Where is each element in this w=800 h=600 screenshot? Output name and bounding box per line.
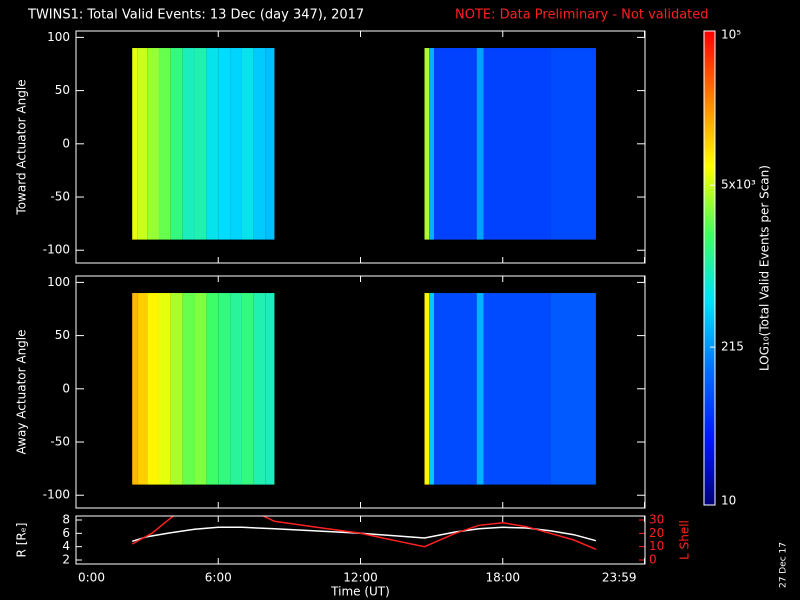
colorbar-label: LOG₁₀(Total Valid Events per Scan) [758,165,772,371]
colorbar-tick-label: 215 [721,340,744,354]
heatmap-cell [433,48,477,240]
y-tick-label: 50 [55,328,70,342]
heatmap-cell [218,48,231,240]
y-tick-label: -50 [50,435,70,449]
heatmap-cell [424,48,430,240]
panel-frame [75,275,646,509]
y-tick-label: 0 [62,381,70,395]
heatmap-cell [476,293,484,485]
heatmap-cell [137,293,148,485]
y2-tick-label: 20 [649,526,664,540]
y2-tick-label: 30 [649,513,664,527]
heatmap-cell [424,293,430,485]
y-tick-label: 4 [62,539,70,553]
heatmap-cell [550,293,596,485]
heatmap-cell [476,48,484,240]
colorbar-tick-label: 10 [721,494,736,508]
date-stamp: 27 Dec 17 [779,542,789,588]
note: NOTE: Data Preliminary - Not validated [455,8,709,23]
heatmap-cell [206,48,219,240]
heatmap-cell [265,293,275,485]
panel-frame [75,30,646,264]
heatmap-cell [550,48,596,240]
y-tick-label: 50 [55,83,70,97]
y-tick-label: 0 [62,136,70,150]
y-tick-label: -50 [50,190,70,204]
series-line [131,516,597,550]
heatmap-cell [429,48,434,240]
heatmap-cell [182,293,195,485]
y2-tick-label: 0 [649,553,657,567]
heatmap-cell [170,48,183,240]
heatmap-cell [241,293,254,485]
heatmap-cell [147,293,159,485]
colorbar-tick-label: 5x10³ [721,178,756,192]
x-tick-label: 18:00 [485,571,520,585]
heatmap-cell [137,48,148,240]
heatmap-cell [182,48,195,240]
heatmap-cell [433,293,477,485]
x-tick-label: 0:00 [78,571,105,585]
y-tick-label: 100 [47,275,70,289]
heatmap-cell [218,293,231,485]
plot-area [131,516,597,550]
y-tick-label: 100 [47,30,70,44]
y-axis-label: R [Rₑ] [15,523,29,558]
heatmap-cell [483,293,551,485]
heatmap-cell [132,293,138,485]
heatmap-cell [194,293,207,485]
heatmap-cell [241,48,254,240]
heatmap-cell [483,48,551,240]
y-axis-label: Away Actuator Angle [15,329,29,454]
y-axis-label: L Shell [678,520,692,560]
heatmap-cell [429,293,434,485]
heatmap-cell [253,293,266,485]
panel-frame [75,515,646,565]
y2-tick-label: 10 [649,539,664,553]
heatmap-cell [132,48,138,240]
heatmap-cell [158,293,171,485]
heatmap-cell [158,48,171,240]
colorbar-tick-label: 10⁵ [721,28,741,42]
y-tick-label: 2 [62,553,70,567]
heatmap-cell [147,48,159,240]
heatmap-cell [194,48,207,240]
x-tick-label: 12:00 [343,571,378,585]
heatmap-cell [170,293,183,485]
colorbar [703,30,716,506]
heatmap-cell [230,293,242,485]
chart-title: TWINS1: Total Valid Events: 13 Dec (day … [27,8,364,23]
x-axis-label: Time (UT) [330,585,390,599]
y-tick-label: -100 [43,243,70,257]
x-tick-label: 6:00 [205,571,232,585]
heatmap-cell [206,293,219,485]
y-tick-label: 6 [62,526,70,540]
y-axis-label: Toward Actuator Angle [15,79,29,215]
heatmap-cell [265,48,275,240]
x-tick-label: 23:59 [602,571,637,585]
heatmap-cell [230,48,242,240]
y-tick-label: 8 [62,513,70,527]
y-tick-label: -100 [43,488,70,502]
heatmap-cell [253,48,266,240]
